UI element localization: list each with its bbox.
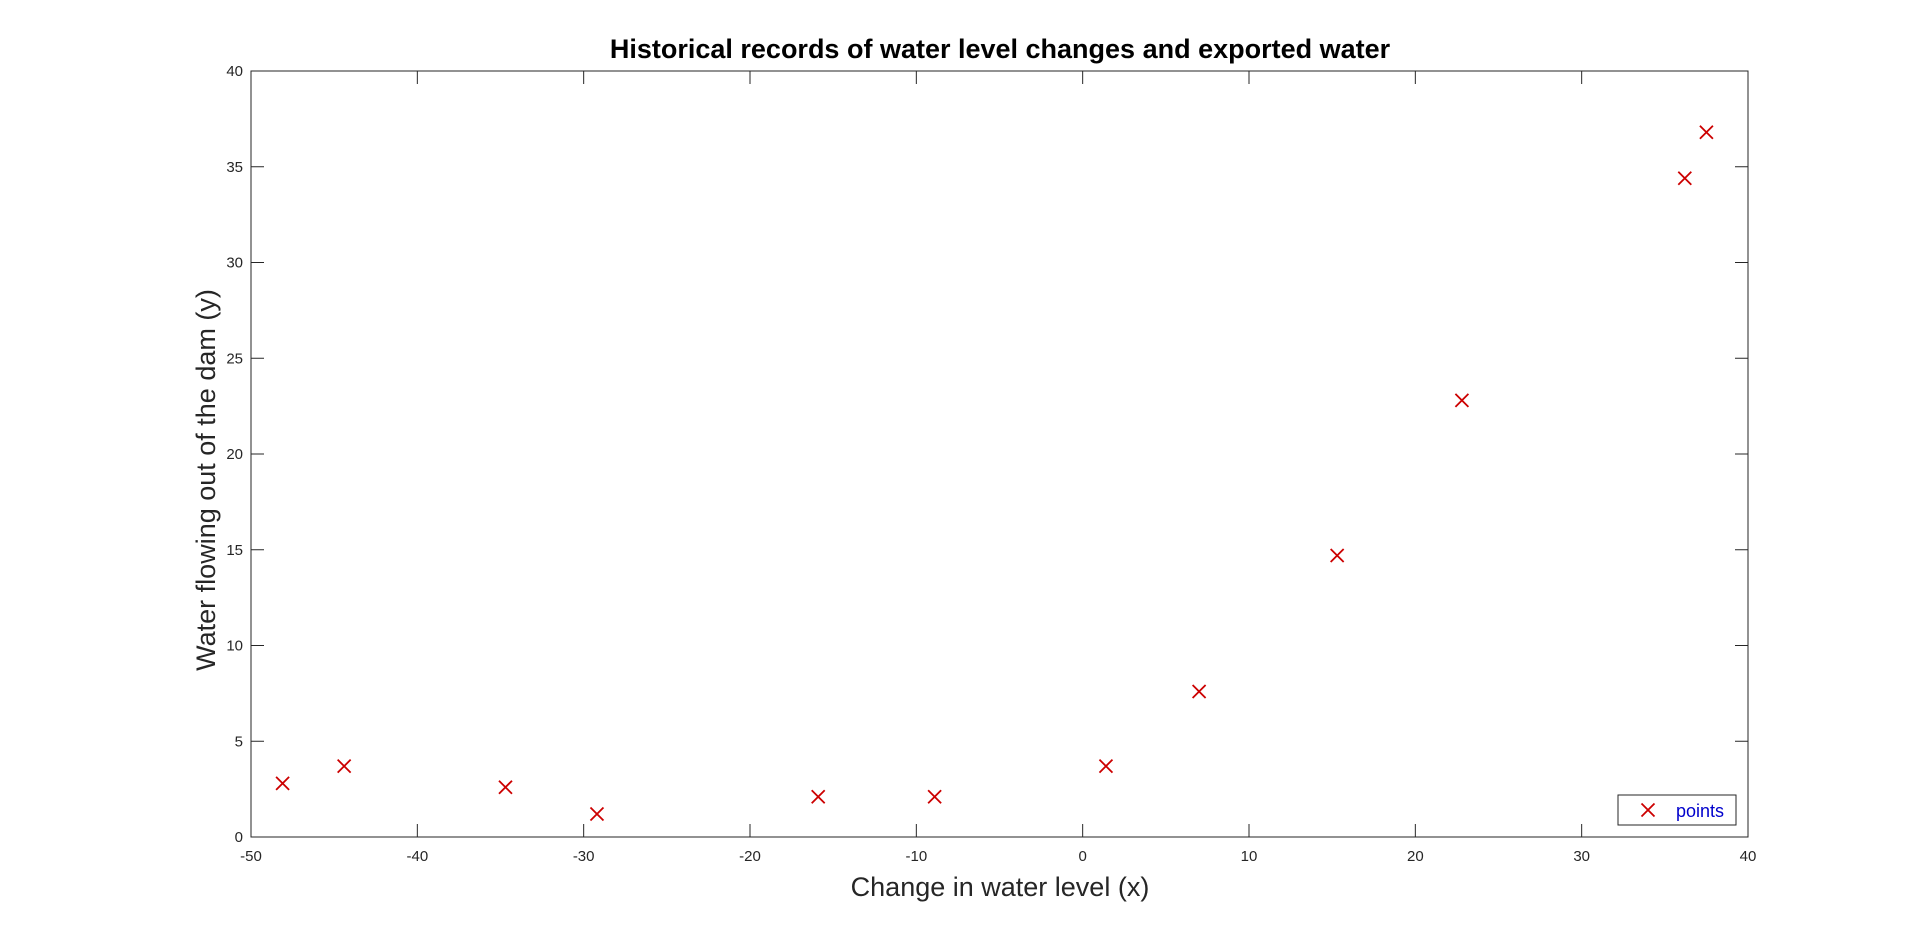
y-tick-label: 5 — [235, 733, 243, 750]
x-axis-label: Change in water level (x) — [851, 872, 1150, 902]
data-point-marker — [927, 789, 942, 804]
y-tick-labels: 0 5 10 15 20 25 30 35 40 — [226, 63, 243, 846]
y-axis-label: Water flowing out of the dam (y) — [191, 289, 221, 671]
data-point-marker — [1098, 759, 1114, 774]
chart-title: Historical records of water level change… — [610, 34, 1391, 64]
y-tick-label: 0 — [235, 829, 243, 846]
y-tick-label: 10 — [226, 638, 243, 655]
y-tick-label: 35 — [226, 159, 243, 176]
x-tick-labels: -50 -40 -30 -20 -10 0 10 20 30 40 — [240, 848, 1756, 865]
data-point-marker — [337, 759, 352, 774]
x-tick-label: 10 — [1241, 848, 1258, 865]
legend-box — [1617, 794, 1737, 826]
data-point-marker — [1699, 125, 1714, 140]
y-tick-label: 40 — [226, 63, 243, 80]
data-point-marker — [498, 780, 513, 795]
x-tick-label: 40 — [1740, 848, 1757, 865]
y-tick-label: 30 — [226, 255, 243, 272]
data-point-marker — [811, 789, 826, 804]
data-point-marker — [275, 776, 290, 791]
x-tick-label: -40 — [406, 848, 428, 865]
y-tick-label: 25 — [226, 350, 243, 367]
data-point-marker — [1454, 393, 1470, 408]
x-tick-label: 0 — [1078, 848, 1086, 865]
y-tick-label: 20 — [226, 446, 243, 463]
legend-marker-path — [1640, 802, 1656, 818]
legend: points — [1617, 794, 1737, 826]
y-tick-label: 15 — [226, 542, 243, 559]
data-point-marker — [1330, 548, 1345, 563]
x-tick-label: 30 — [1573, 848, 1590, 865]
data-point-marker — [1677, 171, 1692, 186]
axis-ticks — [250, 70, 1749, 838]
x-tick-label: -30 — [573, 848, 595, 865]
data-point-marker — [1191, 684, 1207, 699]
legend-marker-x-icon — [1640, 802, 1656, 818]
data-markers — [275, 125, 1714, 822]
x-tick-label: -20 — [739, 848, 761, 865]
x-tick-label: -50 — [240, 848, 262, 865]
data-point-marker — [589, 806, 605, 822]
x-tick-label: -10 — [905, 848, 927, 865]
x-tick-label: 20 — [1407, 848, 1424, 865]
legend-label: points — [1676, 801, 1724, 821]
